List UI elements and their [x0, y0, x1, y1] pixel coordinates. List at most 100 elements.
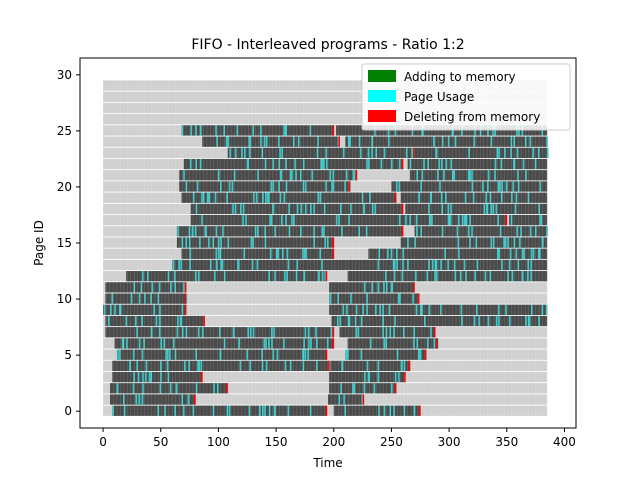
- usage-mark: [278, 158, 281, 170]
- usage-mark: [444, 248, 446, 259]
- usage-mark: [272, 349, 275, 360]
- usage-mark: [141, 315, 143, 327]
- usage-mark: [464, 192, 467, 203]
- usage-mark: [417, 349, 420, 360]
- usage-mark: [433, 338, 436, 349]
- usage-mark: [248, 405, 251, 416]
- usage-mark: [302, 248, 304, 259]
- delete-mark: [505, 214, 508, 226]
- usage-mark: [516, 226, 519, 237]
- usage-mark: [272, 158, 275, 170]
- usage-mark: [429, 192, 432, 203]
- usage-mark: [445, 192, 447, 203]
- usage-mark: [183, 282, 185, 293]
- delete-mark: [404, 371, 406, 383]
- usage-mark: [517, 259, 520, 271]
- y-axis: 0 5 10 15 20 25 30: [57, 68, 80, 418]
- usage-mark: [215, 248, 218, 259]
- usage-mark: [500, 192, 503, 203]
- resident-page-5-interval-1: [345, 349, 427, 360]
- usage-mark: [112, 405, 114, 416]
- resident-page-7-interval-1: [339, 327, 436, 338]
- usage-mark: [159, 383, 162, 394]
- usage-mark: [207, 237, 210, 248]
- usage-mark: [173, 271, 176, 282]
- usage-mark: [432, 259, 434, 271]
- usage-mark: [434, 259, 437, 271]
- usage-mark: [249, 327, 252, 338]
- usage-mark: [492, 203, 494, 215]
- usage-mark: [130, 293, 133, 304]
- usage-mark: [201, 192, 203, 203]
- usage-mark: [125, 315, 128, 327]
- usage-mark: [371, 203, 374, 215]
- usage-mark: [245, 214, 247, 226]
- usage-mark: [141, 349, 144, 360]
- empty-row-page-26: [103, 114, 548, 125]
- usage-mark: [393, 405, 395, 416]
- usage-mark: [246, 349, 249, 360]
- usage-mark: [201, 214, 203, 226]
- usage-mark: [110, 304, 112, 315]
- usage-mark: [228, 181, 231, 192]
- resident-page-2-interval-0: [109, 383, 228, 394]
- legend: Adding to memory Page Usage Deleting from …: [361, 63, 571, 131]
- usage-mark: [360, 349, 363, 360]
- usage-mark: [492, 237, 495, 248]
- usage-mark: [383, 338, 386, 349]
- usage-mark: [353, 383, 356, 394]
- usage-mark: [324, 271, 327, 282]
- usage-mark: [530, 248, 533, 259]
- resident-page-1-interval-0: [109, 394, 196, 405]
- usage-mark: [107, 315, 110, 327]
- usage-mark: [185, 327, 188, 338]
- usage-mark: [419, 349, 422, 360]
- usage-mark: [317, 136, 319, 147]
- resident-page-8-interval-0: [105, 315, 205, 327]
- delete-mark: [332, 237, 335, 248]
- y-tick-label: 15: [57, 236, 72, 250]
- empty-row-page-1: [103, 394, 548, 405]
- usage-mark: [150, 371, 153, 383]
- usage-mark: [256, 192, 258, 203]
- usage-mark: [280, 170, 283, 181]
- usage-mark: [166, 349, 168, 360]
- usage-mark: [494, 158, 497, 170]
- usage-mark: [388, 304, 391, 315]
- usage-mark: [313, 237, 315, 248]
- usage-mark: [530, 259, 532, 271]
- usage-mark: [510, 136, 513, 147]
- usage-mark: [268, 338, 270, 349]
- usage-mark: [537, 147, 540, 159]
- resident-page-16-interval-1: [414, 226, 548, 237]
- usage-mark: [308, 338, 310, 349]
- usage-mark: [469, 237, 471, 248]
- usage-mark: [307, 349, 310, 360]
- y-tick-label: 10: [57, 292, 72, 306]
- delete-mark: [413, 282, 415, 293]
- usage-mark: [194, 226, 197, 237]
- usage-mark: [317, 271, 320, 282]
- usage-mark: [366, 360, 369, 372]
- resident-page-15-interval-1: [400, 237, 548, 248]
- usage-mark: [467, 170, 470, 181]
- usage-mark: [407, 237, 409, 248]
- usage-mark: [390, 248, 393, 259]
- usage-mark: [379, 304, 381, 315]
- usage-mark: [179, 315, 182, 327]
- usage-mark: [454, 136, 457, 147]
- x-tick-label: 0: [99, 435, 107, 449]
- resident-page-23-interval-0: [227, 147, 415, 159]
- usage-mark: [103, 304, 106, 315]
- usage-mark: [232, 203, 234, 215]
- usage-mark: [166, 360, 169, 372]
- usage-mark: [530, 271, 532, 282]
- usage-mark: [457, 248, 460, 259]
- usage-mark: [285, 125, 287, 136]
- usage-mark: [288, 226, 291, 237]
- usage-mark: [214, 271, 216, 282]
- usage-mark: [396, 248, 398, 259]
- usage-mark: [398, 371, 400, 383]
- usage-mark: [136, 327, 138, 338]
- usage-mark: [389, 327, 392, 338]
